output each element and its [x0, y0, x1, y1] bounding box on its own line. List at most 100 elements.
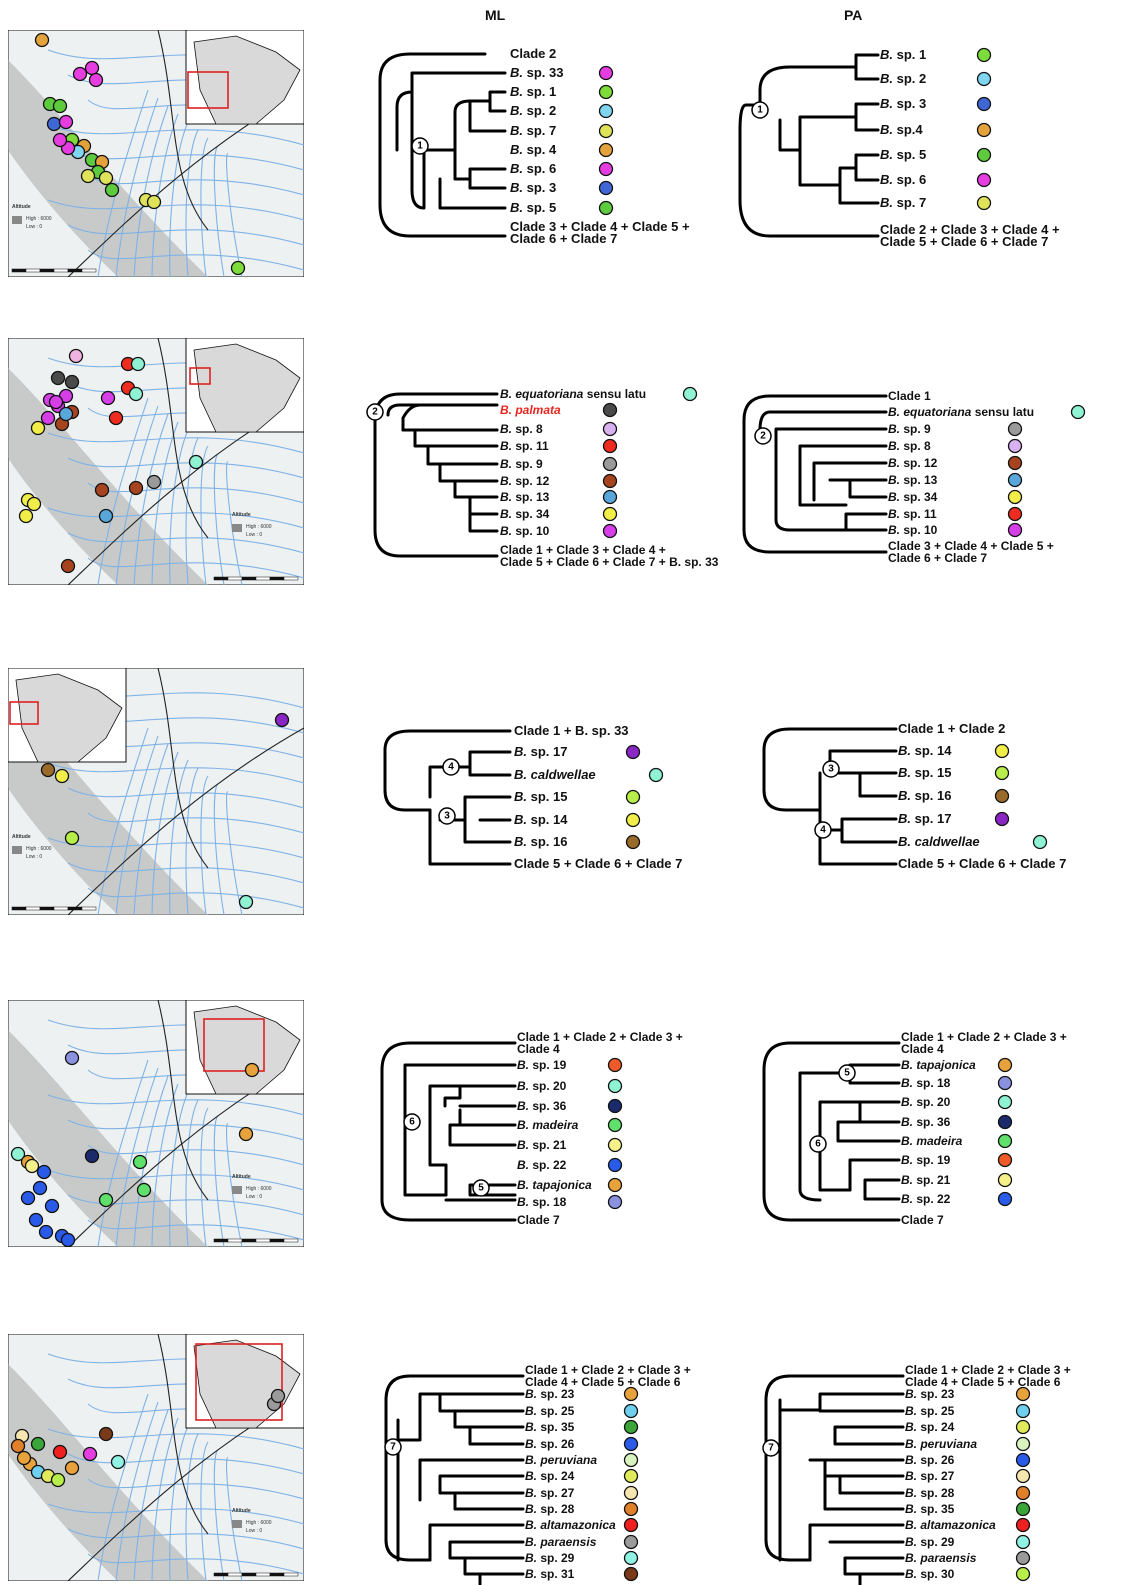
altitude-high-label: High : 6000	[26, 846, 52, 852]
taxon-epithet: sp. 13	[512, 490, 550, 504]
species-color-dot	[1015, 1452, 1031, 1468]
taxon-label: B. sp. 22	[517, 1158, 567, 1172]
locality-dot	[36, 1164, 52, 1180]
species-color-dot	[625, 834, 641, 850]
genus-name: B.	[888, 490, 900, 504]
taxon-epithet: sp. 17	[911, 811, 951, 826]
species-color-dot	[623, 1566, 639, 1582]
river-line	[115, 735, 159, 915]
scale-bar-segment	[11, 906, 27, 911]
taxon-label: B. paraensis	[905, 1551, 977, 1565]
genus-name: B.	[905, 1535, 917, 1549]
locality-dot	[270, 1388, 286, 1404]
species-color-dot	[623, 1452, 639, 1468]
taxon-label: B. sp.4	[880, 122, 923, 137]
taxon-label: B. madeira	[901, 1134, 963, 1148]
species-color-dot	[1007, 421, 1023, 437]
species-color-dot	[607, 1078, 623, 1094]
taxon-label: B. sp. 19	[901, 1153, 951, 1167]
clade-label: Clade 4 + Clade 5 + Clade 6	[905, 1375, 1061, 1389]
locality-dot	[104, 182, 120, 198]
species-color-dot	[1070, 404, 1086, 420]
clade-label: Clade 5 + Clade 6 + Clade 7	[898, 856, 1066, 871]
taxon-label: B. sp. 35	[905, 1502, 955, 1516]
taxon-epithet: sp. 35	[917, 1502, 955, 1516]
taxon-label: B. peruviana	[525, 1453, 597, 1467]
genus-name: B.	[905, 1486, 917, 1500]
genus-name: B.	[898, 811, 911, 826]
genus-name: B.	[525, 1387, 537, 1401]
river-line	[185, 767, 199, 915]
river-line	[115, 1067, 159, 1247]
species-color-dot	[607, 1157, 623, 1173]
genus-name: B.	[898, 743, 911, 758]
genus-name: B.	[525, 1404, 537, 1418]
clade-node-marker: 4	[814, 821, 832, 839]
clade-label: Clade 1 + Clade 3 + Clade 4 +	[500, 543, 666, 557]
taxon-label: B. sp. 2	[880, 71, 926, 86]
river-line	[47, 762, 304, 784]
taxon-epithet: sp. 1	[893, 47, 926, 62]
altitude-swatch	[232, 1520, 242, 1528]
river-line	[115, 1401, 159, 1581]
clade-node-number: 3	[444, 811, 450, 822]
genus-name: B.	[901, 1076, 913, 1090]
genus-name: B.	[905, 1502, 917, 1516]
clade-node-marker: 5	[838, 1064, 856, 1082]
river-line	[47, 1503, 304, 1525]
tree-branch	[428, 808, 512, 866]
altitude-high-label: High : 6000	[246, 1186, 272, 1192]
genus-name: B. paraensis	[525, 1535, 597, 1549]
species-color-dot	[602, 489, 618, 505]
scale-bar-segment	[81, 906, 97, 911]
scale-bar-segment	[255, 1572, 271, 1577]
genus-name: B.	[510, 84, 523, 99]
taxon-epithet: sp. 23	[917, 1387, 955, 1401]
taxon-label: B. sp. 3	[880, 96, 926, 111]
taxon-label: B. sp. 12	[888, 456, 938, 470]
species-color-dot	[1015, 1550, 1031, 1566]
taxon-epithet: sp. 28	[537, 1502, 575, 1516]
genus-name: B.	[888, 507, 900, 521]
tree-branch	[818, 1100, 901, 1192]
scale-bar-segment	[213, 576, 229, 581]
river-line	[87, 1144, 304, 1166]
taxon-label: B. sp. 27	[905, 1469, 955, 1483]
species-color-dot	[1015, 1386, 1031, 1402]
genus-name: B.	[880, 147, 893, 162]
altitude-low-label: Low : 0	[26, 854, 42, 860]
river-line	[87, 812, 304, 834]
tree-branch	[764, 1374, 905, 1562]
altitude-legend-title: Altitude	[232, 1508, 251, 1514]
taxon-epithet: sp. 8	[512, 422, 543, 436]
genus-name: B.	[880, 96, 893, 111]
taxon-epithet: sp. 24	[537, 1469, 575, 1483]
clade-node-marker: 2	[754, 427, 772, 445]
river-line	[67, 862, 304, 884]
taxon-label: B. equatoriana sensu latu	[500, 387, 646, 401]
taxon-label: B. sp. 35	[525, 1420, 575, 1434]
tree-branch	[383, 729, 512, 812]
species-color-dot	[994, 743, 1010, 759]
taxon-epithet: sensu latu	[971, 405, 1034, 419]
taxon-label: B. sp. 28	[905, 1486, 955, 1500]
genus-name: B. tapajonica	[517, 1178, 592, 1192]
genus-name: B.	[901, 1115, 913, 1129]
taxon-epithet: sp. 4	[523, 142, 557, 157]
locality-dot	[28, 1212, 44, 1228]
species-color-dot	[598, 161, 614, 177]
scale-bar-segment	[25, 906, 41, 911]
locality-dot	[128, 480, 144, 496]
taxon-label: B. sp. 1	[880, 47, 926, 62]
species-color-dot	[623, 1386, 639, 1402]
taxon-epithet: sp. 10	[900, 523, 938, 537]
tree-branch	[373, 392, 499, 558]
taxon-label: B. sp. 12	[500, 474, 550, 488]
taxon-epithet: sp. 22	[913, 1192, 951, 1206]
country-border	[157, 668, 209, 869]
species-color-dot	[1032, 834, 1048, 850]
locality-dot	[132, 1154, 148, 1170]
clade-node-number: 4	[820, 825, 826, 836]
tree-branch	[808, 1523, 905, 1585]
species-color-dot	[598, 103, 614, 119]
